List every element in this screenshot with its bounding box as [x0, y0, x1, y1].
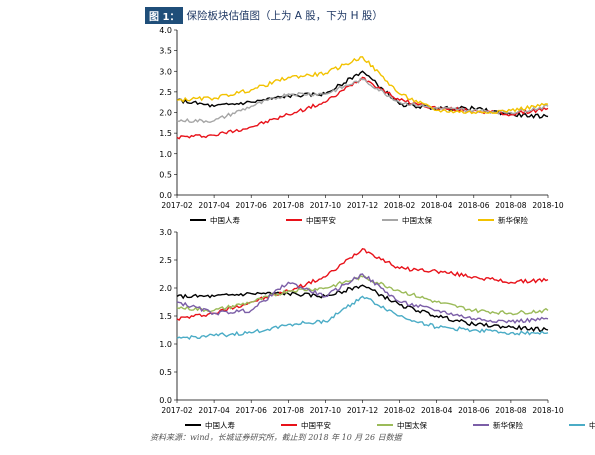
chart-h-xtick-label: 2017-06 — [236, 406, 268, 415]
chart-h-legend-label: 新华保险 — [493, 420, 523, 430]
chart-a-xtick-label: 2017-06 — [236, 201, 268, 210]
chart-h-ytick-label: 0.0 — [159, 396, 172, 405]
chart-h-xtick-label: 2018-08 — [495, 406, 527, 415]
chart-h-ytick-label: 0.5 — [159, 368, 172, 377]
chart-h-xtick-label: 2017-08 — [273, 406, 305, 415]
chart-h-ytick-label: 3.0 — [159, 228, 172, 237]
chart-h-xtick-label: 2017-02 — [161, 406, 193, 415]
chart-a-xtick-label: 2018-02 — [384, 201, 416, 210]
chart-h-legend-label: 中国平安 — [301, 420, 331, 430]
chart-h-xtick-label: 2018-04 — [421, 406, 453, 415]
chart-h-xtick-label: 2017-04 — [198, 406, 230, 415]
chart-h-ytick-label: 2.0 — [159, 284, 172, 293]
chart-a-ytick-label: 0.0 — [159, 191, 172, 200]
chart-a-ytick-label: 1.5 — [159, 129, 172, 138]
chart-h-ytick-label: 2.5 — [159, 256, 172, 265]
chart-a-xtick-label: 2017-02 — [161, 201, 193, 210]
chart-a-xtick-label: 2017-12 — [347, 201, 379, 210]
chart-h-xtick-label: 2018-06 — [458, 406, 490, 415]
chart-a-ytick-label: 4.0 — [159, 26, 172, 35]
chart-a-ytick-label: 3.0 — [159, 67, 172, 76]
chart-a-ytick-label: 2.0 — [159, 109, 172, 118]
chart-a-series-line — [176, 56, 549, 115]
chart-h-series-line — [176, 295, 549, 341]
source-note: 资料来源：wind，长城证券研究所，截止到 2018 年 10 月 26 日数据 — [150, 433, 402, 442]
chart-a-xtick-label: 2018-06 — [458, 201, 490, 210]
chart-a-series-line — [176, 70, 549, 119]
chart-h-legend-label: 中国太保 — [397, 420, 427, 430]
chart-a-ytick-label: 1.0 — [159, 150, 172, 159]
chart-a-ytick-label: 2.5 — [159, 88, 172, 97]
chart-h-xtick-label: 2018-02 — [384, 406, 416, 415]
figure-title-text: 保险板块估值图（上为 A 股，下为 H 股） — [186, 9, 383, 22]
chart-h-legend-label: 中国人寿 — [205, 420, 235, 430]
chart-a-xtick-label: 2017-04 — [198, 201, 230, 210]
chart-a-xtick-label: 2018-10 — [532, 201, 564, 210]
chart-a-xtick-label: 2018-08 — [495, 201, 527, 210]
chart-a-shares: 0.0 0.5 1.0 1.5 2.0 2.5 3.0 3.5 4.0 2017-02 2017-0… — [159, 26, 564, 225]
chart-a-ytick-label: 3.5 — [159, 47, 172, 56]
figure-title: 图 1： 保险板块估值图（上为 A 股，下为 H 股） — [145, 6, 383, 24]
chart-a-legend-label: 中国人寿 — [210, 215, 240, 225]
chart-a-xtick-label: 2017-08 — [273, 201, 305, 210]
chart-a-xtick-label: 2017-10 — [310, 201, 342, 210]
chart-h-xtick-label: 2017-10 — [310, 406, 342, 415]
chart-h-xtick-label: 2017-12 — [347, 406, 379, 415]
chart-a-ytick-label: 0.5 — [159, 170, 172, 179]
chart-a-legend-label: 新华保险 — [498, 215, 528, 225]
chart-h-ytick-label: 1.0 — [159, 340, 172, 349]
chart-a-legend-label: 中国平安 — [306, 215, 336, 225]
figure-tag: 图 1： — [145, 6, 184, 24]
chart-a-legend-label: 中国太保 — [402, 215, 432, 225]
chart-h-legend-label: 中国太平 — [589, 420, 595, 430]
chart-h-xtick-label: 2018-10 — [532, 406, 564, 415]
chart-h-ytick-label: 1.5 — [159, 312, 172, 321]
chart-a-xtick-label: 2018-04 — [421, 201, 453, 210]
chart-h-series-line — [176, 273, 549, 324]
